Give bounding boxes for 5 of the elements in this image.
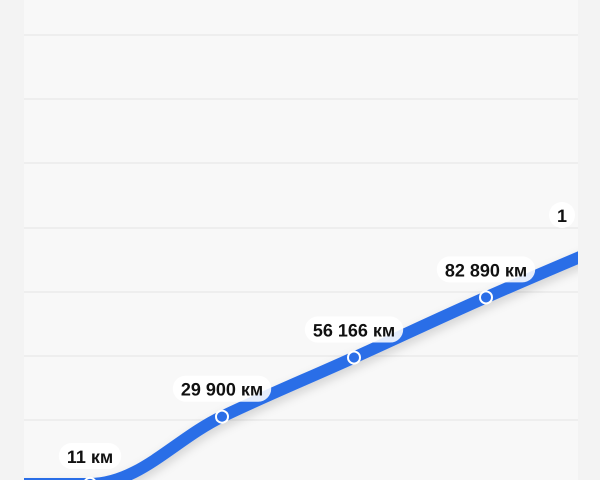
data-label: 82 890 км — [444, 260, 528, 280]
data-label: 56 166 км — [312, 320, 396, 341]
annotation: 1 — [548, 202, 575, 228]
data-label: 29 900 км — [180, 380, 264, 400]
data-label: 11 км — [66, 446, 114, 467]
